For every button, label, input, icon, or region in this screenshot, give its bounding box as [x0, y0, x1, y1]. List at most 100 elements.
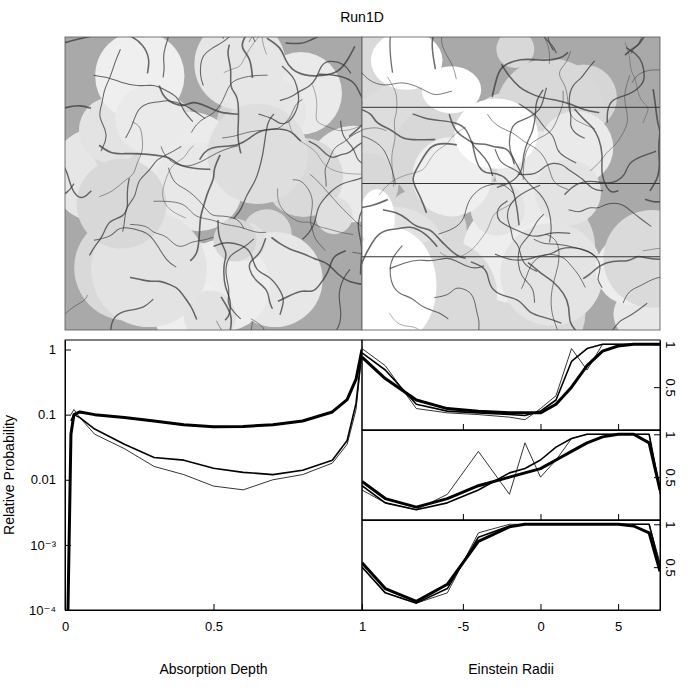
- caustic: [242, 37, 292, 78]
- caustic: [492, 52, 568, 97]
- caustic: [528, 263, 582, 330]
- caustic: [362, 199, 388, 224]
- map-frame: [362, 37, 660, 330]
- source-track: [362, 107, 660, 108]
- caustic: [650, 89, 660, 191]
- x-tick: [618, 424, 619, 430]
- x-tick: 0.5: [205, 604, 223, 634]
- caustic: [200, 37, 255, 86]
- y-tick-label: 0.1: [38, 407, 56, 422]
- x-tick-mark: [463, 604, 464, 610]
- map-region: [496, 37, 534, 68]
- series-line: [362, 344, 660, 419]
- series-line: [68, 350, 362, 610]
- x-tick-mark: [463, 514, 464, 520]
- y-tick-label: 0.5: [663, 379, 678, 397]
- y-tick: 10⁻⁴: [29, 603, 71, 618]
- y-tick-label: 10⁻³: [30, 538, 56, 553]
- series-line: [362, 344, 660, 413]
- y-tick: 0.1: [38, 407, 71, 422]
- caustic: [161, 146, 238, 166]
- series-line: [362, 524, 660, 603]
- x-tick-mark: [214, 604, 215, 610]
- y-tick: 1: [654, 431, 678, 438]
- caustic: [130, 224, 214, 246]
- source-track: [362, 183, 660, 184]
- caustic: [65, 147, 74, 198]
- series-line: [362, 434, 660, 509]
- caustic: [625, 37, 660, 55]
- caustic: [534, 239, 602, 288]
- plot-frame: [362, 430, 660, 520]
- caustic: [424, 37, 457, 79]
- y-tick-label: 1: [663, 341, 678, 348]
- y-axis-line: [660, 341, 661, 431]
- caustic: [565, 151, 657, 194]
- series-line: [362, 524, 660, 603]
- x-tick-mark: [540, 604, 541, 610]
- y-tick-mark: [654, 387, 660, 388]
- map-frame: [65, 37, 362, 330]
- x-axis-line: [363, 610, 661, 611]
- plot-area: [362, 344, 660, 419]
- caustic: [502, 64, 600, 112]
- caustic: [432, 37, 504, 69]
- caustic: [123, 147, 181, 232]
- caustic: [226, 239, 254, 319]
- caustic: [497, 201, 570, 236]
- x-tick-mark: [540, 514, 541, 520]
- caustic: [262, 37, 287, 55]
- caustic: [623, 275, 660, 303]
- caustic: [318, 74, 362, 136]
- x-tick-label: 0.5: [205, 619, 223, 634]
- plot-area: [68, 350, 362, 610]
- x-tick-mark: [463, 424, 464, 430]
- x-axis: -505: [363, 604, 661, 634]
- caustic: [358, 182, 362, 275]
- x-tick-label: 0: [62, 619, 69, 634]
- y-tick: 1: [49, 342, 71, 357]
- x-tick-label: 0: [537, 619, 544, 634]
- caustic: [326, 269, 350, 330]
- caustic: [449, 114, 514, 164]
- caustic: [278, 251, 346, 301]
- x-axis-title: Absorption Depth: [159, 661, 267, 677]
- caustic: [643, 248, 660, 253]
- caustic: [547, 37, 595, 51]
- caustic: [383, 210, 466, 258]
- x-tick: [540, 424, 541, 430]
- caustic: [362, 227, 437, 275]
- caustic: [111, 299, 154, 330]
- caustic: [569, 61, 594, 138]
- caustic: [259, 66, 299, 124]
- caustic: [390, 258, 484, 268]
- x-tick-mark: [618, 424, 619, 430]
- caustic: [163, 146, 194, 218]
- x-tick-mark: [618, 514, 619, 520]
- caustic: [310, 174, 362, 230]
- x-axis-title: Einstein Radii: [468, 661, 554, 677]
- plot-frame: [362, 520, 660, 610]
- caustic: [168, 168, 244, 229]
- caustic: [379, 127, 466, 195]
- plot-area: [362, 434, 660, 509]
- caustic: [65, 37, 149, 73]
- caustic: [572, 303, 647, 330]
- caustic: [271, 237, 361, 284]
- caustic: [94, 75, 193, 121]
- caustic: [607, 48, 644, 123]
- caustic: [130, 277, 197, 319]
- caustic: [362, 67, 452, 95]
- caustic: [413, 144, 457, 213]
- x-axis-line: [66, 610, 363, 611]
- x-tick-label: -5: [458, 619, 470, 634]
- caustic: [222, 100, 302, 138]
- caustic: [65, 288, 87, 322]
- caustic: [471, 262, 561, 323]
- caustic: [286, 37, 362, 44]
- caustic: [509, 88, 546, 174]
- caustic: [519, 104, 577, 163]
- caustic: [293, 180, 326, 251]
- caustic: [89, 178, 129, 255]
- y-tick: 0.5: [654, 379, 678, 397]
